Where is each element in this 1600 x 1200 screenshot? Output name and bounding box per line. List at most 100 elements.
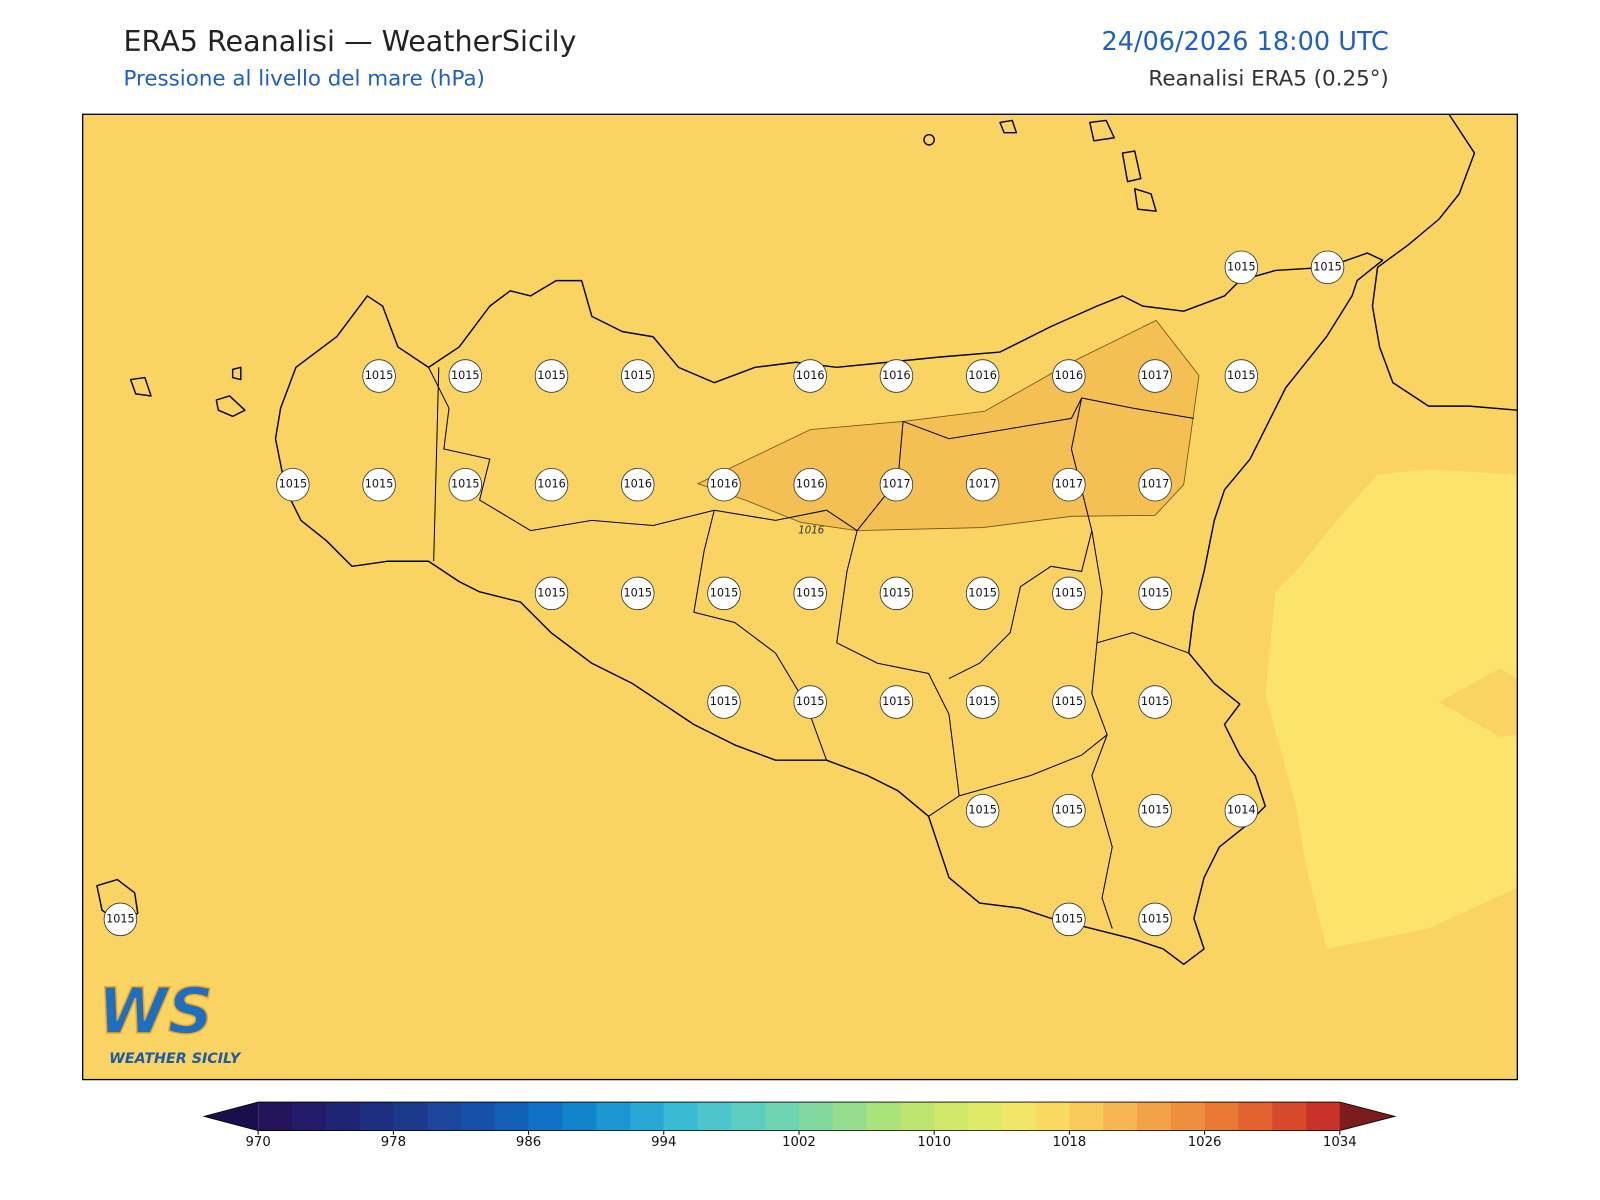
station-value: 1015 [968, 804, 997, 817]
station-marker [448, 359, 483, 393]
colorbar-bin [697, 1102, 732, 1131]
colorbar-bin [1001, 1102, 1037, 1131]
colorbar-bin [460, 1102, 496, 1131]
station-value: 1017 [1055, 478, 1084, 491]
station-marker [879, 576, 914, 611]
station-marker [707, 685, 741, 719]
station-value: 1015 [365, 369, 394, 382]
station-value: 1015 [537, 369, 566, 382]
station-value: 1015 [882, 586, 911, 599]
station-value: 1017 [968, 478, 997, 491]
colorbar-tick-label: 1002 [782, 1135, 816, 1150]
logo: WS WEATHER SICILY [97, 973, 242, 1067]
colorbar-bin [1170, 1102, 1206, 1131]
station-marker [621, 576, 655, 611]
colorbar-bin [258, 1102, 293, 1131]
colorbar-bin [765, 1102, 800, 1131]
station-marker [793, 359, 827, 393]
station-marker [1052, 685, 1086, 719]
colorbar-bin [866, 1102, 901, 1131]
colorbar: 970 978 986 994 1002 1010 1018 1026 1034 [202, 1101, 1397, 1150]
station-marker [879, 467, 914, 502]
station-value: 1015 [1227, 369, 1256, 382]
station-value: 1015 [106, 912, 135, 925]
colorbar-over [1339, 1102, 1395, 1131]
colorbar-tick-label: 1034 [1323, 1135, 1357, 1150]
map-area: 1016 1015 1015 1015 1015 1015 1015 1016 1016 101… [82, 114, 1518, 1080]
datetime: 24/06/2026 18:00 UTC [1102, 27, 1389, 57]
contour-label: 1016 [798, 526, 824, 537]
colorbar-tick-label: 986 [516, 1135, 541, 1150]
colorbar-bin [663, 1102, 699, 1131]
station-value: 1015 [451, 478, 480, 491]
station-marker [793, 467, 827, 502]
title: ERA5 Reanalisi — WeatherSicily [123, 24, 576, 58]
station-marker [793, 576, 827, 611]
station-marker [965, 467, 1000, 502]
colorbar-bin [291, 1102, 327, 1131]
station-marker [1138, 685, 1172, 719]
station-marker [1224, 359, 1259, 393]
colorbar-bin [494, 1102, 530, 1131]
station-marker [879, 359, 914, 393]
station-marker [621, 359, 655, 393]
station-value: 1016 [968, 369, 997, 382]
station-value: 1015 [1141, 912, 1170, 925]
pressure-field [1438, 668, 1518, 737]
colorbar-bin [934, 1102, 969, 1131]
colorbar-tick-label: 1010 [917, 1135, 951, 1150]
station-marker [707, 467, 741, 502]
station-value: 1015 [1141, 586, 1170, 599]
station-marker [362, 467, 396, 502]
coastline [1371, 114, 1518, 411]
station-marker [1052, 793, 1086, 828]
colorbar-bin [562, 1102, 597, 1131]
station-value: 1015 [365, 478, 394, 491]
logo-mark: WS [98, 974, 213, 1048]
station-value: 1015 [882, 695, 911, 708]
colorbar-bin [731, 1102, 766, 1131]
station-value: 1017 [1141, 369, 1170, 382]
station-marker [965, 576, 1000, 611]
station-marker [534, 467, 569, 502]
colorbar-bin [1238, 1102, 1273, 1131]
colorbar-under [204, 1102, 259, 1131]
station-marker [1138, 902, 1172, 937]
station-value: 1015 [710, 586, 739, 599]
pressure-field [1265, 469, 1518, 949]
station-marker [1052, 359, 1086, 393]
station-value: 1015 [1055, 912, 1084, 925]
station-value: 1017 [882, 478, 911, 491]
station-value: 1015 [968, 586, 997, 599]
station-marker [793, 685, 827, 719]
station-value: 1015 [623, 369, 652, 382]
colorbar-tick-label: 1026 [1188, 1135, 1222, 1150]
station-marker [1052, 467, 1086, 502]
colorbar-tick-label: 994 [651, 1135, 676, 1150]
source: Reanalisi ERA5 (0.25°) [1148, 67, 1388, 92]
colorbar-tick-label: 970 [246, 1135, 271, 1150]
colorbar-bin [359, 1102, 394, 1131]
station-value: 1015 [1055, 804, 1084, 817]
station-value: 1016 [796, 369, 825, 382]
station-marker [965, 793, 1000, 828]
station-marker [103, 902, 138, 937]
station-value: 1015 [623, 586, 652, 599]
province-border [428, 367, 1194, 929]
station-marker [1138, 576, 1172, 611]
colorbar-bin [427, 1102, 462, 1131]
station-marker [707, 576, 741, 611]
colorbar-bin [325, 1102, 361, 1131]
colorbar-bin [798, 1102, 834, 1131]
station-value: 1016 [796, 478, 825, 491]
station-marker [1224, 793, 1259, 828]
station-value: 1016 [537, 478, 566, 491]
station-marker [448, 467, 483, 502]
station-value: 1015 [537, 586, 566, 599]
station-marker [1138, 793, 1172, 828]
colorbar-bin [1136, 1102, 1172, 1131]
station-marker [965, 685, 1000, 719]
station-value: 1014 [1227, 804, 1256, 817]
